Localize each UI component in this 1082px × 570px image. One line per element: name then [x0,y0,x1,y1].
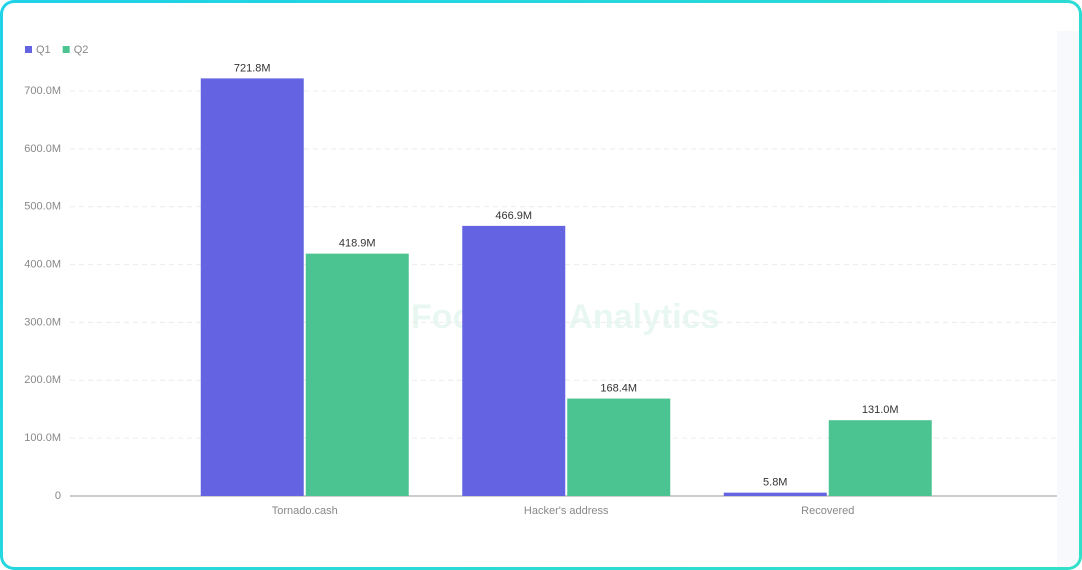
value-label: 721.8M [234,62,271,74]
legend-label: Q1 [36,44,51,56]
scroll-strip [1057,31,1079,567]
y-tick-label: 400.0M [24,258,61,270]
y-tick-label: 200.0M [24,374,61,386]
x-tick-label: Hacker's address [524,505,609,517]
y-tick-label: 0 [55,490,61,502]
bar [828,420,932,496]
watermark: Footprint Analytics [411,298,720,336]
bar [462,225,566,497]
bar [305,253,409,496]
chart: Footprint Analytics 0 100.0M 200.0M 300.0M 4… [24,31,1079,567]
value-label: 168.4M [600,382,637,394]
x-tick-label: Recovered [801,505,854,517]
panel: Footprint Analytics 0 100.0M 200.0M 300.0M 4… [3,3,1079,567]
y-tick-label: 100.0M [24,432,61,444]
y-tick-label: 600.0M [24,143,61,155]
x-tick-label: Tornado.cash [272,505,338,517]
value-label: 5.8M [763,477,787,489]
legend-swatch [25,46,32,53]
y-tick-label: 700.0M [24,85,61,97]
y-tick-label: 300.0M [24,316,61,328]
value-label: 131.0M [862,404,899,416]
legend-swatch [62,46,70,53]
y-tick-label: 500.0M [24,201,61,213]
bar [723,492,827,496]
value-label: 466.9M [495,210,532,222]
bar [567,398,671,496]
legend-label: Q2 [74,44,89,56]
value-label: 418.9M [339,238,376,250]
bar [200,78,304,496]
